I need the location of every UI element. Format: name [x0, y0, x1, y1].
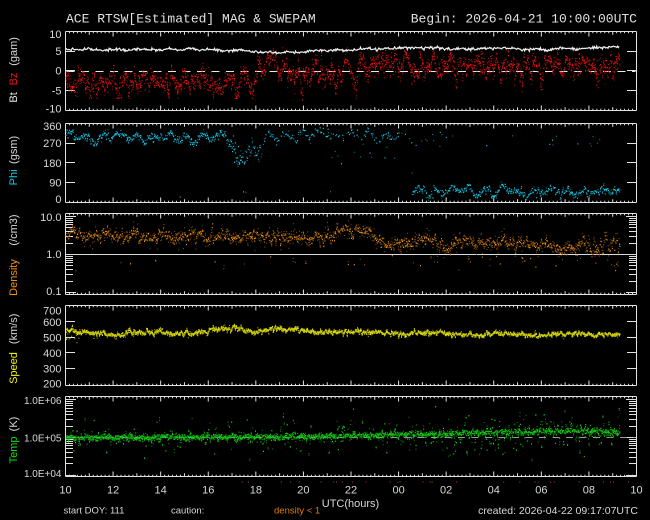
svg-text:(/cm3): (/cm3)	[8, 214, 20, 245]
svg-text:Phi: Phi	[8, 169, 20, 185]
svg-text:400: 400	[43, 348, 61, 360]
svg-text:04: 04	[488, 485, 500, 497]
svg-text:90: 90	[49, 178, 61, 190]
svg-text:(km/s): (km/s)	[8, 314, 20, 345]
svg-text:Speed: Speed	[8, 352, 20, 384]
svg-text:20: 20	[297, 485, 309, 497]
svg-text:(gam): (gam)	[8, 37, 20, 66]
svg-text:Bz: Bz	[8, 73, 20, 86]
svg-text:UTC(hours): UTC(hours)	[322, 498, 379, 510]
svg-text:density < 1: density < 1	[274, 506, 320, 517]
svg-text:1.0E+04: 1.0E+04	[24, 469, 62, 480]
svg-text:02: 02	[440, 485, 452, 497]
svg-text:180: 180	[43, 158, 61, 170]
svg-text:start DOY: 111: start DOY: 111	[64, 506, 125, 517]
svg-text:(K): (K)	[8, 417, 20, 432]
svg-text:Temp: Temp	[8, 436, 20, 463]
svg-text:08: 08	[583, 485, 595, 497]
svg-text:12: 12	[107, 485, 119, 497]
svg-text:10: 10	[630, 485, 642, 497]
svg-text:00: 00	[392, 485, 404, 497]
svg-text:10: 10	[49, 29, 61, 41]
svg-text:360: 360	[43, 121, 61, 133]
svg-text:14: 14	[155, 485, 167, 497]
svg-text:22: 22	[345, 485, 357, 497]
svg-text:5: 5	[55, 46, 61, 58]
svg-text:-10: -10	[46, 103, 62, 115]
svg-text:created: 2026-04-22 09:17:07UT: created: 2026-04-22 09:17:07UTC	[478, 505, 638, 517]
svg-text:16: 16	[202, 485, 214, 497]
svg-text:-5: -5	[52, 85, 62, 97]
svg-text:18: 18	[250, 485, 262, 497]
svg-text:Density: Density	[8, 259, 20, 296]
svg-text:Bt: Bt	[8, 92, 20, 102]
svg-text:0: 0	[55, 194, 61, 206]
svg-text:300: 300	[43, 363, 61, 375]
svg-text:0.1: 0.1	[46, 286, 61, 298]
svg-text:0: 0	[55, 66, 61, 78]
svg-text:600: 600	[43, 317, 61, 329]
svg-text:ACE RTSW[Estimated] MAG & SWEP: ACE RTSW[Estimated] MAG & SWEPAM	[66, 12, 316, 27]
svg-text:caution:: caution:	[171, 506, 204, 517]
svg-text:Begin: 2026-04-21 10:00:00UTC: Begin: 2026-04-21 10:00:00UTC	[411, 12, 637, 27]
svg-text:06: 06	[535, 485, 547, 497]
svg-text:270: 270	[43, 138, 61, 150]
svg-text:1.0E+06: 1.0E+06	[24, 396, 62, 407]
svg-text:10.0: 10.0	[40, 212, 61, 224]
svg-text:10: 10	[59, 485, 71, 497]
svg-text:700: 700	[43, 306, 61, 318]
svg-text:1.0: 1.0	[46, 249, 61, 261]
svg-text:(gsm): (gsm)	[8, 136, 20, 164]
svg-text:500: 500	[43, 332, 61, 344]
svg-text:1.0E+05: 1.0E+05	[24, 433, 62, 444]
svg-text:200: 200	[43, 378, 61, 390]
